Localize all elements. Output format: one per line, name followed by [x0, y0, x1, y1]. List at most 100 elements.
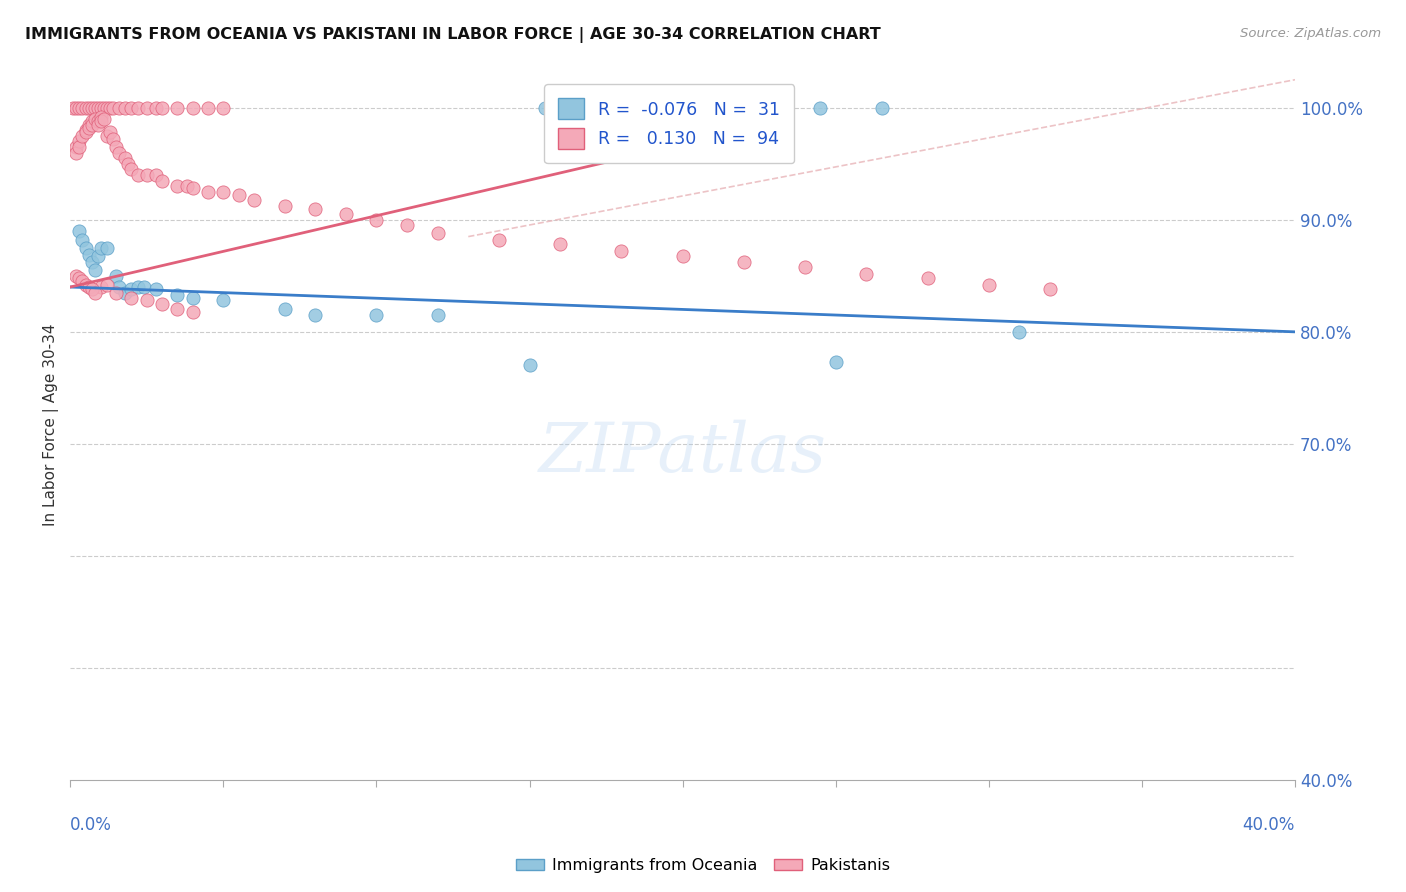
Point	[77, 120, 100, 135]
Point	[273, 199, 295, 213]
Point	[114, 285, 136, 300]
Point	[197, 185, 219, 199]
Point	[72, 233, 94, 247]
Point	[132, 280, 155, 294]
Point	[77, 280, 100, 294]
Point	[105, 285, 128, 300]
Point	[87, 118, 110, 132]
Point	[166, 179, 188, 194]
Point	[114, 101, 136, 115]
Point	[87, 101, 110, 115]
Point	[127, 280, 149, 294]
Point	[87, 249, 110, 263]
Point	[121, 282, 143, 296]
Point	[114, 151, 136, 165]
Point	[166, 288, 188, 302]
Point	[80, 114, 103, 128]
Point	[80, 118, 103, 132]
Point	[65, 145, 87, 160]
Point	[396, 219, 419, 233]
Point	[243, 193, 266, 207]
Point	[212, 185, 235, 199]
Legend: Immigrants from Oceania, Pakistanis: Immigrants from Oceania, Pakistanis	[509, 852, 897, 880]
Point	[93, 101, 115, 115]
Point	[65, 140, 87, 154]
Point	[90, 280, 112, 294]
Point	[181, 291, 204, 305]
Point	[108, 145, 131, 160]
Point	[105, 268, 128, 283]
Point	[426, 308, 449, 322]
Point	[77, 247, 100, 261]
Point	[181, 304, 204, 318]
Point	[197, 101, 219, 115]
Point	[228, 188, 250, 202]
Point	[96, 128, 118, 143]
Point	[80, 282, 103, 296]
Point	[610, 244, 633, 259]
Point	[519, 359, 541, 373]
Point	[150, 101, 173, 115]
Point	[150, 297, 173, 311]
Point	[212, 293, 235, 308]
Point	[181, 101, 204, 115]
Point	[108, 280, 131, 294]
Point	[657, 101, 679, 115]
Point	[145, 168, 167, 182]
Point	[90, 101, 112, 115]
Point	[1008, 325, 1031, 339]
Text: IMMIGRANTS FROM OCEANIA VS PAKISTANI IN LABOR FORCE | AGE 30-34 CORRELATION CHAR: IMMIGRANTS FROM OCEANIA VS PAKISTANI IN …	[25, 27, 882, 43]
Point	[181, 181, 204, 195]
Point	[80, 255, 103, 269]
Point	[145, 282, 167, 296]
Point	[90, 114, 112, 128]
Point	[67, 224, 90, 238]
Point	[127, 101, 149, 115]
Text: Source: ZipAtlas.com: Source: ZipAtlas.com	[1240, 27, 1381, 40]
Point	[135, 101, 157, 115]
Point	[855, 267, 877, 281]
Point	[145, 101, 167, 115]
Point	[80, 101, 103, 115]
Point	[83, 112, 105, 126]
Point	[273, 302, 295, 317]
Point	[77, 118, 100, 132]
Point	[1039, 282, 1062, 296]
Point	[67, 140, 90, 154]
Point	[75, 123, 97, 137]
Point	[67, 271, 90, 285]
Point	[75, 101, 97, 115]
Point	[595, 101, 617, 115]
Point	[83, 101, 105, 115]
Point	[77, 101, 100, 115]
Point	[67, 101, 90, 115]
Point	[810, 101, 832, 115]
Point	[212, 101, 235, 115]
Point	[366, 212, 388, 227]
Point	[733, 255, 755, 269]
Point	[548, 237, 571, 252]
Point	[75, 277, 97, 292]
Point	[101, 101, 124, 115]
Point	[176, 179, 198, 194]
Point	[101, 132, 124, 146]
Point	[72, 274, 94, 288]
Point	[93, 112, 115, 126]
Point	[366, 308, 388, 322]
Text: ZIPatlas: ZIPatlas	[538, 419, 827, 486]
Text: 40.0%: 40.0%	[1243, 815, 1295, 834]
Point	[127, 168, 149, 182]
Point	[166, 101, 188, 115]
Point	[426, 226, 449, 240]
Point	[917, 271, 939, 285]
Point	[166, 302, 188, 317]
Point	[98, 101, 121, 115]
Text: 0.0%: 0.0%	[70, 815, 112, 834]
Point	[67, 134, 90, 148]
Point	[121, 162, 143, 177]
Point	[62, 101, 84, 115]
Point	[65, 268, 87, 283]
Point	[135, 168, 157, 182]
Point	[824, 355, 846, 369]
Point	[534, 101, 557, 115]
